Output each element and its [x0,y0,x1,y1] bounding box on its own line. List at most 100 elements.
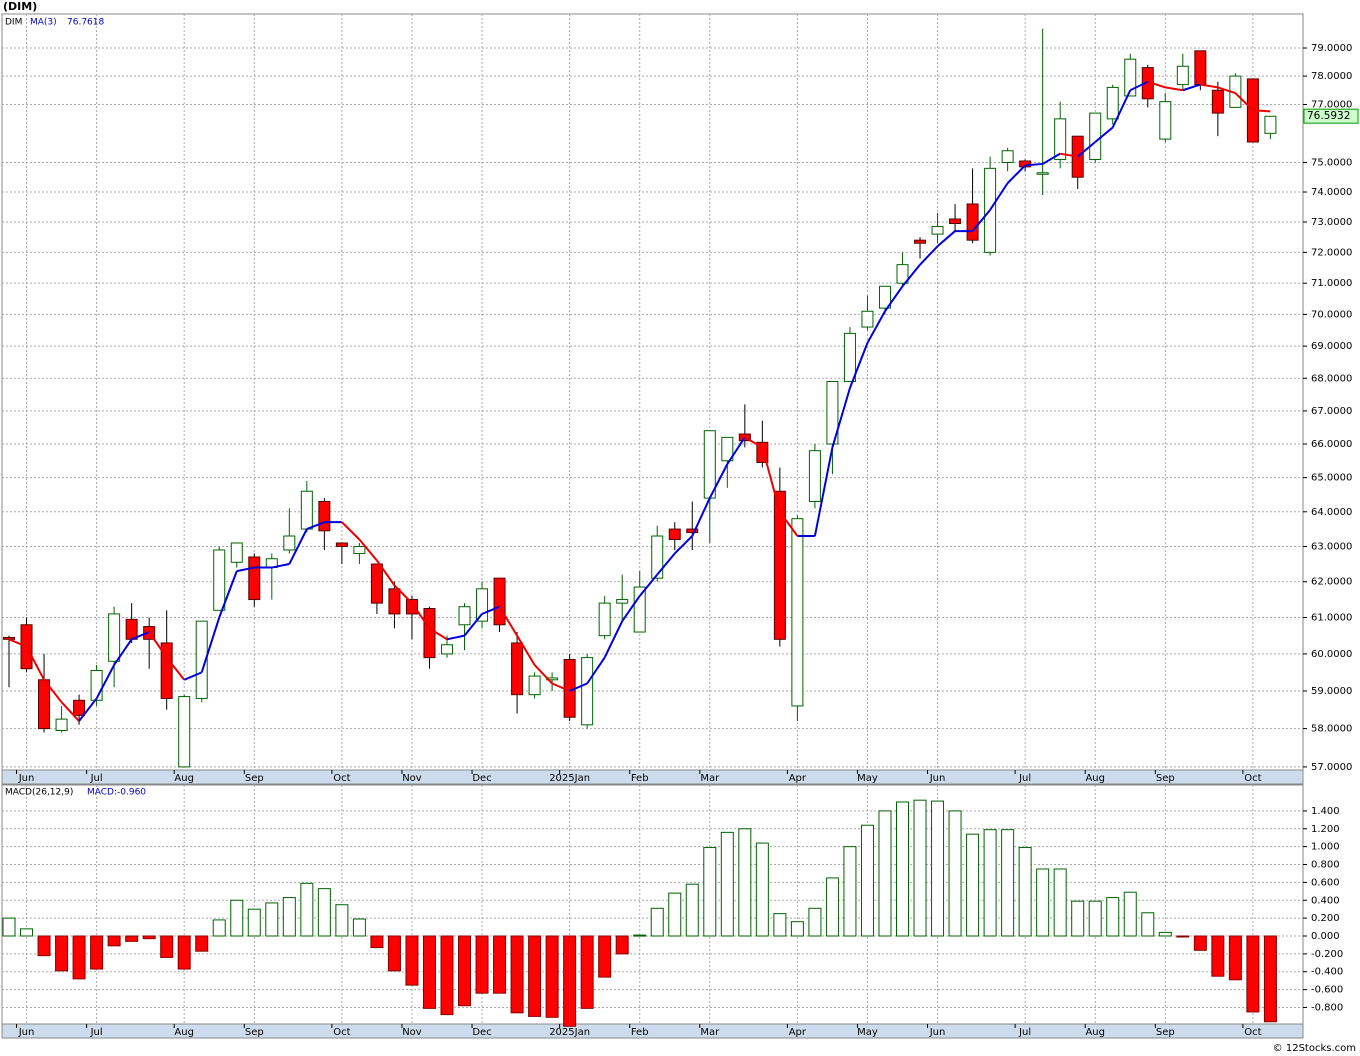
macd-bar [212,919,226,937]
ma-segment [8,638,27,648]
x-tick-label: Aug [1085,773,1105,784]
macd-bar [1071,900,1085,937]
macd-bar [703,847,717,937]
y-tick-label: 0.800 [1311,860,1340,871]
macd-bar [352,918,366,937]
ma-segment [569,682,588,692]
ma-segment [761,447,781,513]
ma-segment [779,511,799,537]
macd-bar [931,800,945,937]
ma-segment [481,605,500,615]
legend-title: MACD(26,12,9) [5,788,73,798]
ma-segment [148,631,168,659]
ma-segment [603,620,624,659]
macd-bar [335,904,349,937]
candle-body [1159,101,1172,140]
candle-body [686,528,699,534]
y-tick-label: 78.0000 [1311,71,1352,82]
ma-segment [691,497,711,537]
ma-segment [60,701,80,722]
candle-body [703,430,716,499]
y-tick-label: 67.0000 [1311,406,1352,417]
macd-bar [1176,935,1190,938]
ma-segment [463,613,483,637]
y-tick-label: 62.0000 [1311,577,1352,588]
candle-body [598,602,611,637]
candle-body [896,264,909,284]
macd-bar [317,888,331,937]
candle-body [108,613,121,662]
x-tick-label: 2025Jan [549,1027,590,1038]
ma-segment [1077,141,1096,158]
candle-body [195,620,208,699]
candle-body [581,657,594,726]
candle-body [1071,135,1084,178]
ma-segment [236,566,255,573]
ma-segment [551,682,571,692]
chart-title: (DIM) [3,0,37,13]
macd-bar [440,935,454,1016]
macd-bar [948,810,962,937]
candle-body [335,542,348,547]
candle-body [213,549,226,611]
ma-segment [183,671,203,681]
macd-bar [422,935,436,1009]
macd-bar [966,833,980,937]
macd-bar [1088,900,1102,937]
ma-segment [936,230,956,248]
macd-bar [90,935,104,970]
candle-body [808,450,821,502]
x-tick-label: Jul [90,773,103,784]
ma-segment [656,552,676,576]
y-tick-label: 57.0000 [1311,762,1352,773]
macd-bar [1263,935,1277,1023]
candle-body [125,618,138,640]
x-tick-label: Mar [700,773,720,784]
y-tick-label: 61.0000 [1311,613,1352,624]
y-tick-label: 77.0000 [1311,100,1352,111]
ma-segment [1234,92,1254,111]
macd-bar [475,935,489,994]
ma-segment [376,559,396,586]
ma-segment [218,570,238,618]
candle-body [353,545,366,554]
x-tick-label: Apr [789,773,807,784]
macd-bar [738,828,752,937]
candle-body [300,490,313,530]
macd-bar [808,907,822,937]
y-tick-label: 0.400 [1311,895,1340,906]
candle-body [388,588,401,615]
candle-body [370,563,383,604]
y-tick-label: 60.0000 [1311,649,1352,660]
x-tick-label: Oct [1244,773,1261,784]
y-tick-label: 0.000 [1311,931,1340,942]
candle-body [248,556,261,601]
macd-bar [825,877,839,937]
macd-bar [615,935,629,955]
candle-body [178,696,191,768]
candle-body [651,535,664,579]
x-tick-label: Jul [90,1027,103,1038]
ma-segment [411,602,431,629]
ma-segment [306,521,325,530]
ma-segment [674,535,693,555]
macd-bar [878,810,892,937]
macd-bar [790,921,804,937]
ma-segment [341,521,361,541]
candle-body [160,642,173,699]
y-tick-label: 69.0000 [1311,341,1352,352]
x-tick-label: Jul [1018,773,1031,784]
candle-body [55,718,68,732]
x-tick-label: May [857,773,878,784]
x-tick-label: Dec [472,773,491,784]
ma-segment [1217,86,1236,95]
x-tick-label: Sep [1156,773,1175,784]
macd-bar [545,935,559,1018]
candle-body [1054,118,1067,161]
macd-bar [528,935,542,1017]
last-price-label: 76.5932 [1307,110,1350,122]
y-tick-label: 1.200 [1311,824,1340,835]
macd-bar [720,831,734,937]
macd-bar [458,935,472,1007]
